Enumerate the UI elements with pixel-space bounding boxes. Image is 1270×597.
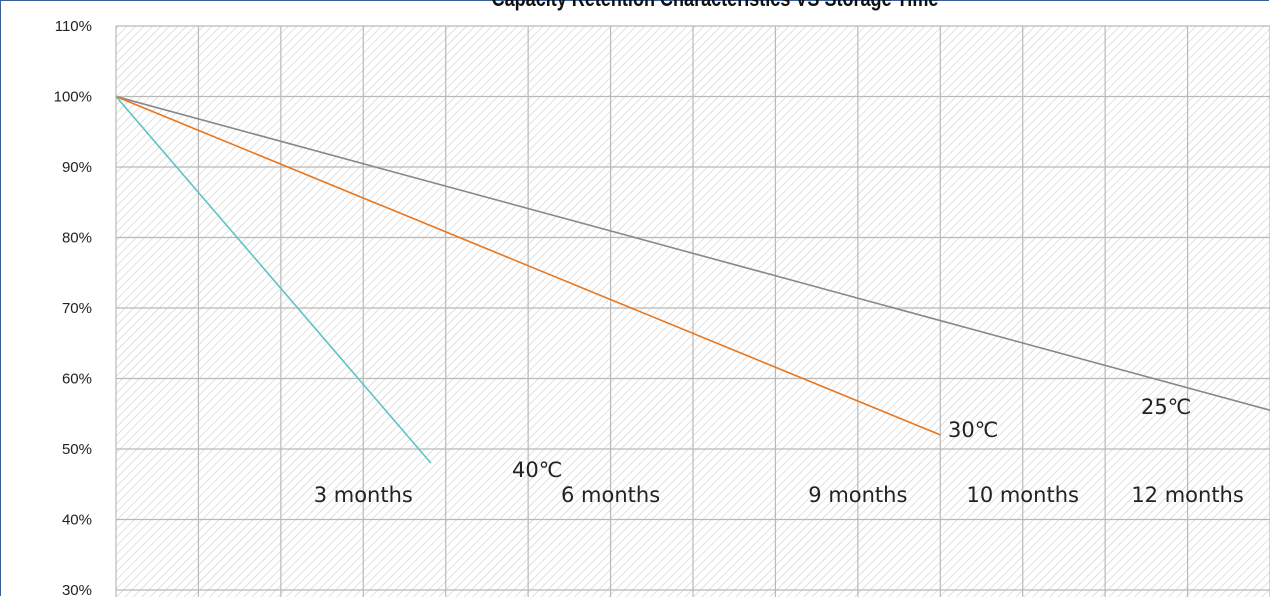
series-lines <box>115 95 1270 464</box>
series-label: 30℃ <box>948 418 998 442</box>
x-category-label: 10 months <box>966 483 1079 507</box>
grid-lines <box>115 25 1270 597</box>
x-category-label: 12 months <box>1131 483 1244 507</box>
series-labels: 25℃ 30℃ 40℃ <box>512 395 1191 482</box>
y-tick-label: 30% <box>62 582 92 597</box>
series-label: 25℃ <box>1141 395 1191 419</box>
chart-title: Capacity Retention Characteristics VS St… <box>260 0 1170 12</box>
series-line <box>115 95 941 436</box>
y-tick-label: 50% <box>62 441 92 458</box>
y-tick-label: 40% <box>62 512 92 529</box>
y-tick-label: 70% <box>62 300 92 317</box>
y-tick-label: 100% <box>54 89 92 106</box>
x-axis-categories: 3 months 6 months 9 months 10 months 12 mont… <box>314 483 1244 507</box>
series-line <box>115 95 432 464</box>
y-tick-label: 90% <box>62 159 92 176</box>
series-line <box>115 95 1270 411</box>
x-category-label: 9 months <box>808 483 907 507</box>
y-axis-ticks: 30% 40% 50% 60% 70% 80% 90% 100% 110% <box>54 18 92 597</box>
x-category-label: 6 months <box>561 483 660 507</box>
x-category-label: 3 months <box>314 483 413 507</box>
series-label: 40℃ <box>512 458 562 482</box>
y-tick-label: 60% <box>62 371 92 388</box>
y-tick-label: 110% <box>55 18 92 35</box>
y-tick-label: 80% <box>62 230 92 247</box>
